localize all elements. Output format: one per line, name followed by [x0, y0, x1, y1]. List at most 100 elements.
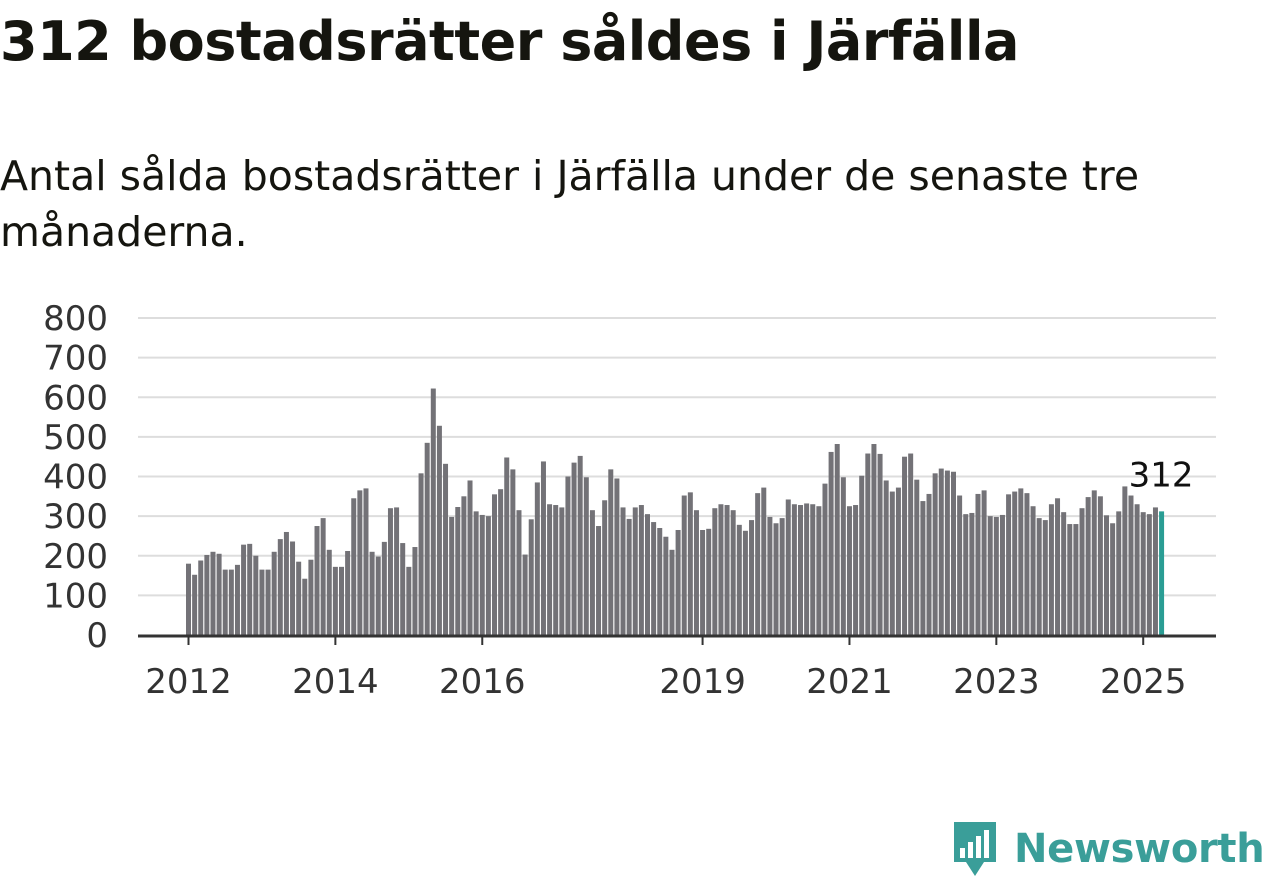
x-tick-label: 2016: [439, 662, 526, 702]
bar: [602, 500, 608, 635]
bar: [626, 518, 632, 635]
bar: [938, 468, 944, 635]
bar: [247, 543, 253, 635]
bar: [999, 514, 1005, 635]
bar: [375, 556, 381, 635]
bar: [957, 495, 963, 635]
bar: [259, 569, 265, 635]
bar: [687, 492, 693, 635]
bar: [859, 475, 865, 635]
bar: [675, 529, 681, 635]
y-tick-label: 700: [43, 339, 108, 379]
bar: [504, 457, 510, 635]
x-tick-label: 2023: [953, 662, 1040, 702]
bar: [804, 503, 810, 635]
x-tick-label: 2012: [145, 662, 232, 702]
y-tick-label: 400: [43, 458, 108, 498]
bar: [1024, 493, 1030, 635]
bar: [583, 477, 589, 635]
bar: [755, 493, 761, 635]
bar: [363, 488, 369, 635]
bar: [1116, 511, 1122, 635]
bar: [467, 480, 473, 635]
bar: [791, 504, 797, 635]
bars: [186, 388, 1165, 636]
bar: [1091, 490, 1097, 635]
bar: [871, 444, 877, 635]
x-tick-label: 2025: [1100, 662, 1187, 702]
bar: [651, 522, 657, 635]
bar: [712, 508, 718, 635]
bar: [277, 539, 283, 635]
bar: [761, 487, 767, 635]
bar: [228, 569, 234, 635]
bar: [198, 560, 204, 635]
bar: [987, 516, 993, 636]
bar: [645, 514, 650, 635]
bar: [271, 551, 277, 635]
bar: [810, 504, 816, 635]
bar: [920, 501, 926, 635]
bar: [1030, 506, 1036, 635]
bar: [430, 388, 436, 635]
bar: [332, 566, 338, 635]
bar: [614, 478, 620, 635]
bar: [742, 530, 748, 635]
bar: [283, 531, 289, 635]
bar: [1012, 491, 1018, 635]
bar: [510, 469, 516, 635]
bar: [381, 541, 387, 635]
bar: [216, 553, 222, 635]
bar: [314, 526, 320, 635]
bar: [865, 453, 871, 635]
bar: [443, 463, 449, 635]
bar: [1146, 514, 1152, 635]
bar: [944, 470, 950, 635]
bar: [436, 425, 442, 635]
bar: [1042, 520, 1048, 635]
x-tick-label: 2014: [292, 662, 379, 702]
bar: [1152, 507, 1158, 635]
bar: [222, 569, 228, 635]
chart-subtitle: Antal sålda bostadsrätter i Järfälla und…: [0, 152, 1140, 256]
bar: [234, 564, 240, 635]
bar: [424, 442, 430, 635]
bar: [345, 551, 351, 635]
bar: [773, 523, 779, 635]
bar: [387, 508, 393, 635]
bar: [461, 496, 467, 635]
bar: [473, 511, 479, 635]
bar: [351, 498, 357, 635]
bar: [296, 561, 302, 635]
bar: [406, 566, 412, 635]
bar: [993, 516, 999, 635]
bar: [1055, 498, 1061, 635]
bar: [932, 473, 938, 635]
bar: [455, 507, 461, 635]
y-tick-label: 800: [43, 299, 108, 339]
bar: [693, 510, 699, 635]
bar: [565, 476, 571, 635]
bar: [479, 514, 485, 635]
bar: [522, 554, 528, 635]
bar: [596, 526, 602, 635]
bar: [914, 479, 920, 635]
bar: [846, 506, 852, 635]
bar: [816, 506, 822, 635]
y-tick-label: 200: [43, 537, 108, 577]
bar: [308, 559, 314, 635]
bar: [241, 544, 247, 635]
bar: [412, 547, 418, 635]
bar: [749, 520, 755, 635]
bar: [369, 551, 375, 635]
bar: [779, 518, 785, 635]
bar: [1061, 512, 1067, 635]
bar: [681, 495, 687, 635]
bar: [620, 507, 626, 635]
bar: [1134, 504, 1140, 635]
bar: [553, 505, 559, 635]
bar: [339, 566, 344, 635]
y-tick-label: 300: [43, 497, 108, 537]
bar: [767, 516, 773, 635]
